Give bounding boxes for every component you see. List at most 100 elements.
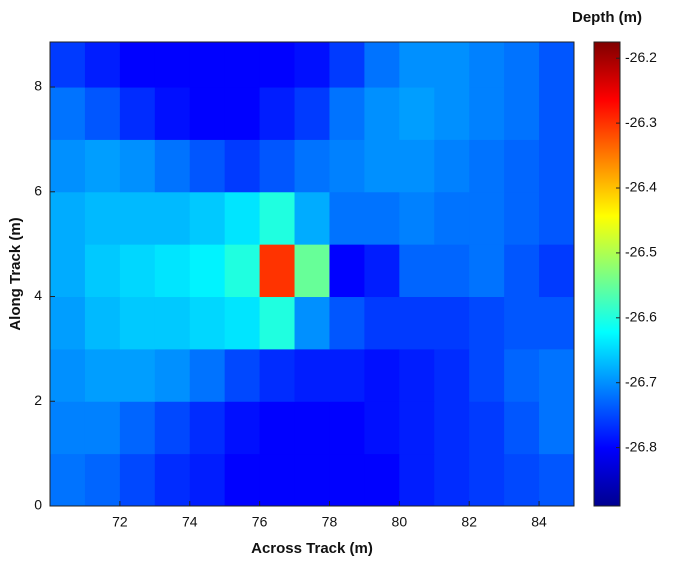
heatmap-cell xyxy=(119,244,156,298)
heatmap-cell xyxy=(224,139,261,193)
heatmap-cell xyxy=(329,139,365,193)
heatmap-cell xyxy=(294,87,330,140)
heatmap-cell xyxy=(364,296,400,350)
heatmap-cell xyxy=(504,401,540,455)
x-tick-label: 72 xyxy=(112,514,128,530)
heatmap-cell xyxy=(434,296,470,350)
heatmap-cell xyxy=(224,296,261,350)
colorbar-tick-label: -26.5 xyxy=(625,244,657,260)
heatmap-cell xyxy=(399,401,435,455)
heatmap-cell xyxy=(259,244,296,298)
heatmap-cell xyxy=(539,42,574,88)
colorbar-tick-label: -26.2 xyxy=(625,49,657,65)
heatmap-cell xyxy=(469,453,505,506)
heatmap-cell xyxy=(50,348,86,402)
heatmap-cell xyxy=(434,348,470,402)
heatmap-cell xyxy=(50,191,86,245)
heatmap-cell xyxy=(259,401,296,455)
heatmap-cell xyxy=(469,401,505,455)
heatmap-cell xyxy=(469,42,505,88)
heatmap-cell xyxy=(469,296,505,350)
heatmap-cell xyxy=(259,296,296,350)
heatmap-cell xyxy=(329,296,365,350)
heatmap-cell xyxy=(50,401,86,455)
heatmap-cell xyxy=(364,139,400,193)
heatmap-cell xyxy=(84,42,121,88)
heatmap-cell xyxy=(50,139,86,193)
heatmap-cell xyxy=(119,191,156,245)
heatmap-cell xyxy=(364,401,400,455)
heatmap-cell xyxy=(259,191,296,245)
heatmap-cell xyxy=(50,87,86,140)
x-axis-label: Across Track (m) xyxy=(251,540,373,557)
x-tick-label: 82 xyxy=(461,514,477,530)
heatmap-cell xyxy=(189,348,226,402)
colorbar-tick-label: -26.3 xyxy=(625,114,657,130)
heatmap-cell xyxy=(294,296,330,350)
heatmap-cell xyxy=(539,87,574,140)
heatmap-cell xyxy=(154,348,191,402)
colorbar-tick-label: -26.7 xyxy=(625,373,657,389)
colorbar-tick-label: -26.6 xyxy=(625,309,657,325)
heatmap-cell xyxy=(189,139,226,193)
heatmap-cell xyxy=(119,296,156,350)
heatmap-cell xyxy=(469,244,505,298)
heatmap-cell xyxy=(50,453,86,506)
x-tick-label: 84 xyxy=(531,514,547,530)
colorbar xyxy=(593,41,621,507)
heatmap-cell xyxy=(539,244,574,298)
heatmap-cell xyxy=(259,139,296,193)
heatmap-cell xyxy=(119,139,156,193)
heatmap-cell xyxy=(469,139,505,193)
heatmap-cell xyxy=(399,244,435,298)
heatmap-cell xyxy=(119,453,156,506)
heatmap-cell xyxy=(434,453,470,506)
heatmap-cell xyxy=(434,139,470,193)
heatmap-cell xyxy=(329,453,365,506)
heatmap-cell xyxy=(50,244,86,298)
heatmap-cell xyxy=(329,87,365,140)
heatmap-cell xyxy=(224,191,261,245)
heatmap-cell xyxy=(154,191,191,245)
heatmap-cell xyxy=(259,348,296,402)
x-tick-label: 78 xyxy=(322,514,338,530)
heatmap-cell xyxy=(399,453,435,506)
heatmap-cell xyxy=(329,244,365,298)
heatmap-cell xyxy=(399,42,435,88)
heatmap-cell xyxy=(154,139,191,193)
x-tick-label: 76 xyxy=(252,514,268,530)
heatmap-cell xyxy=(329,401,365,455)
heatmap-cell xyxy=(154,42,191,88)
heatmap-cell xyxy=(469,191,505,245)
heatmap-cell xyxy=(504,139,540,193)
heatmap-cell xyxy=(504,296,540,350)
heatmap-cell xyxy=(189,453,226,506)
heatmap-cell xyxy=(294,139,330,193)
heatmap-cell xyxy=(154,296,191,350)
heatmap-cell xyxy=(294,42,330,88)
heatmap-cell xyxy=(84,244,121,298)
heatmap-cell xyxy=(84,191,121,245)
y-tick-label: 4 xyxy=(34,287,42,303)
heatmap-cell xyxy=(329,191,365,245)
heatmap-cell xyxy=(434,191,470,245)
heatmap-cell xyxy=(399,191,435,245)
heatmap-cell xyxy=(294,401,330,455)
heatmap-cell xyxy=(504,348,540,402)
heatmap-cell xyxy=(364,87,400,140)
heatmap-cell xyxy=(294,348,330,402)
heatmap-cell xyxy=(434,244,470,298)
heatmap-cell xyxy=(399,348,435,402)
heatmap-cell xyxy=(189,401,226,455)
heatmap xyxy=(50,42,574,506)
heatmap-cell xyxy=(84,401,121,455)
heatmap-cell xyxy=(84,348,121,402)
heatmap-cell xyxy=(189,296,226,350)
heatmap-cell xyxy=(504,453,540,506)
heatmap-cell xyxy=(84,453,121,506)
heatmap-cell xyxy=(119,401,156,455)
heatmap-cell xyxy=(259,42,296,88)
heatmap-cell xyxy=(189,87,226,140)
heatmap-cell xyxy=(119,348,156,402)
heatmap-cell xyxy=(399,296,435,350)
